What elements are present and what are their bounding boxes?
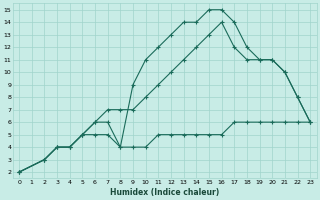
X-axis label: Humidex (Indice chaleur): Humidex (Indice chaleur) bbox=[110, 188, 219, 197]
